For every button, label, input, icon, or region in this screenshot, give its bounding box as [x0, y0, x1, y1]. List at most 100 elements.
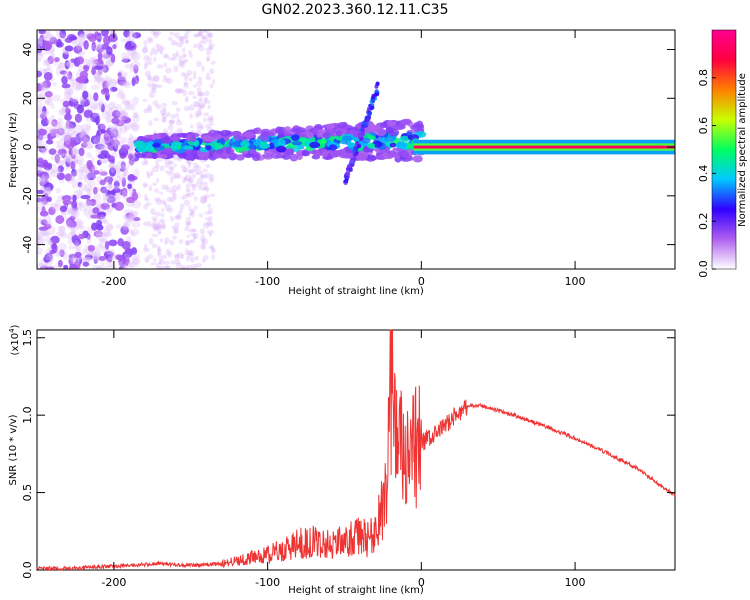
- spectrogram-cell: [124, 216, 135, 223]
- spectrogram-cell: [91, 43, 102, 52]
- colorbar-label: Normalized spectral amplitude: [737, 73, 748, 227]
- spectrogram-cell: [183, 105, 191, 112]
- spectrogram-cell: [63, 50, 71, 55]
- spectrogram-cell: [159, 238, 164, 243]
- spectrogram-cell: [210, 60, 216, 65]
- spectrogram-cell: [119, 125, 127, 134]
- spectrogram-cell: [72, 209, 80, 219]
- spectrogram-cell: [202, 36, 207, 40]
- spectrogram-cell: [96, 159, 102, 166]
- spectrogram-cell: [121, 100, 131, 106]
- spectrogram-cell: [180, 38, 185, 45]
- spectrogram-cell: [102, 193, 110, 201]
- spectrogram-cell: [260, 131, 270, 137]
- spectrogram-cell: [108, 183, 113, 191]
- spectrogram-cell: [165, 265, 171, 269]
- spectrogram-cell: [90, 214, 100, 219]
- spectrogram-cell: [38, 178, 46, 183]
- spectrogram-cell: [185, 222, 191, 228]
- spectrogram-cell: [59, 30, 67, 39]
- spectrogram-cell: [75, 220, 85, 227]
- spectrogram-cell: [88, 56, 96, 62]
- snr-multiplier-base: (x10: [10, 333, 21, 356]
- spectrogram-cell: [63, 87, 69, 96]
- spectrogram-cell: [97, 153, 108, 159]
- spectrogram-cell: [197, 91, 204, 96]
- spectrogram-cell: [129, 210, 139, 216]
- spectrogram-cell: [37, 247, 44, 256]
- spectrogram-cell: [180, 253, 185, 259]
- spectrogram-cell: [145, 202, 152, 206]
- spectrogram-cell: [46, 34, 56, 42]
- spectrogram-cell: [83, 184, 94, 192]
- spectrogram-cell: [110, 248, 116, 257]
- spectrogram-cell: [43, 162, 53, 168]
- spectrogram-cell: [185, 153, 195, 161]
- spectrogram-cell: [169, 120, 175, 124]
- spectrogram-cell: [49, 53, 56, 61]
- spectrogram-cell: [205, 186, 209, 193]
- spectrogram-cell: [63, 96, 73, 101]
- spectrogram-cell: [117, 76, 126, 85]
- spectrogram-cell: [166, 207, 174, 213]
- spectrogram-cell: [205, 50, 212, 55]
- spectrogram-cell: [193, 84, 198, 88]
- spectrogram-cell: [200, 33, 206, 39]
- spectrogram-cell: [154, 225, 161, 230]
- spectrogram-cell: [137, 135, 146, 142]
- spectrogram-cell: [150, 169, 154, 176]
- spectrogram-cell: [124, 63, 134, 69]
- spectrogram-cell: [48, 127, 59, 137]
- spectrogram-cell: [108, 176, 113, 186]
- spectrogram-cell: [166, 112, 171, 118]
- spectrogram-cell: [342, 154, 352, 159]
- spectrogram-cell: [412, 155, 423, 163]
- spectrogram-cell: [152, 49, 159, 56]
- spectrogram-cell: [37, 236, 44, 245]
- spectrogram-cell: [158, 191, 163, 195]
- spectrogram-cell: [162, 109, 166, 116]
- spectrogram-cell: [52, 94, 62, 102]
- spectrogram-cell: [181, 59, 187, 64]
- spectrogram-cell: [174, 174, 182, 179]
- spectrogram-cell: [105, 206, 114, 212]
- spectrogram-cell: [56, 172, 65, 181]
- spectrogram-cell: [191, 186, 197, 192]
- spectrogram-cell: [185, 39, 189, 44]
- spectrogram-cell: [191, 183, 196, 188]
- spectrogram-cell: [168, 166, 175, 170]
- spectrogram-cell: [168, 119, 175, 124]
- spectrogram-cell: [190, 183, 195, 188]
- spectrogram-cell: [152, 75, 160, 82]
- spectrogram-cell: [66, 220, 75, 230]
- spectrogram-cell: [122, 81, 132, 86]
- spectrogram-cell: [123, 123, 133, 130]
- spectrogram-cell: [41, 193, 49, 204]
- spectrogram-cell: [184, 99, 189, 103]
- spectrogram-cell: [192, 233, 197, 240]
- spectrogram-cell: [203, 196, 207, 202]
- spectrogram-cell: [157, 248, 162, 256]
- spectrogram-cell: [107, 255, 117, 261]
- spectrogram-cell: [70, 58, 76, 64]
- colorbar-tick-label: 0.8: [697, 69, 710, 87]
- spectrogram-cell: [184, 95, 189, 102]
- spectrogram-cell: [198, 185, 202, 191]
- spectrogram-cell: [61, 135, 67, 142]
- spectrogram-cell: [167, 124, 174, 132]
- spectrogram-cell: [285, 145, 294, 150]
- spectrogram-cell: [94, 256, 100, 261]
- spectrogram-cell: [147, 60, 153, 66]
- spectrogram-cell: [153, 197, 161, 202]
- spectrogram-cell: [205, 145, 212, 151]
- spectrogram-cell: [66, 59, 74, 69]
- y-tick-label: -40: [21, 236, 34, 254]
- spectrogram-cell: [152, 226, 159, 232]
- spectrogram-cell: [167, 161, 173, 166]
- spectrogram-cell: [50, 104, 55, 110]
- spectrogram-cell: [57, 194, 64, 202]
- colorbar: 0.0 0.2 0.4 0.6 0.8 Normalized spectral ampl…: [697, 29, 748, 278]
- steady-line-core: [413, 145, 675, 149]
- spectrogram-cell: [98, 157, 109, 165]
- spectrogram-cell: [94, 65, 104, 70]
